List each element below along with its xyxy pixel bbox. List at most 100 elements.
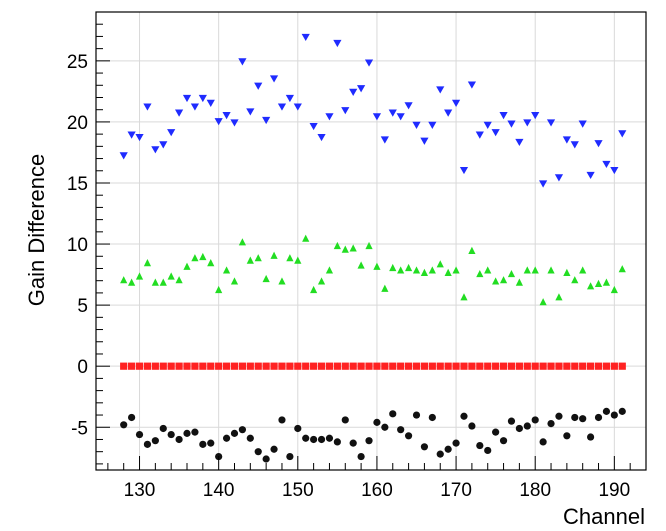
series-triangle-down — [119, 33, 627, 188]
data-point — [555, 362, 563, 370]
data-point — [175, 435, 183, 444]
data-point — [254, 362, 262, 370]
data-point — [167, 362, 175, 370]
data-point — [381, 423, 389, 431]
data-point — [365, 241, 373, 250]
data-point — [120, 276, 128, 284]
data-point — [476, 269, 484, 278]
data-point — [531, 416, 539, 424]
data-point — [175, 276, 183, 284]
grid — [96, 12, 646, 470]
data-point — [254, 448, 262, 456]
x-tick-label: 190 — [598, 480, 630, 501]
data-point — [357, 85, 366, 93]
data-point — [357, 452, 365, 461]
data-point — [555, 293, 563, 301]
data-point — [491, 129, 500, 137]
y-tick-label: 20 — [67, 113, 88, 134]
data-point — [349, 244, 357, 252]
data-point — [618, 362, 626, 370]
data-point — [333, 362, 341, 370]
data-point — [444, 268, 452, 276]
data-point — [199, 440, 207, 448]
data-point — [135, 362, 144, 370]
data-points — [119, 33, 627, 463]
data-point — [262, 455, 270, 463]
data-point — [602, 362, 611, 370]
data-point — [562, 136, 571, 144]
data-point — [388, 109, 397, 117]
data-point — [222, 362, 231, 370]
data-point — [373, 362, 381, 370]
data-point — [499, 111, 508, 120]
data-point — [436, 362, 444, 370]
series-circle — [120, 407, 626, 463]
data-point — [531, 111, 540, 120]
data-point — [618, 130, 627, 138]
data-point — [420, 137, 429, 145]
data-point — [286, 362, 294, 370]
data-point — [159, 362, 167, 370]
data-point — [317, 435, 326, 444]
data-point — [444, 445, 452, 453]
data-point — [468, 362, 476, 370]
data-point — [341, 362, 349, 370]
data-point — [238, 238, 247, 246]
data-point — [254, 254, 262, 262]
data-point — [594, 413, 603, 422]
data-point — [555, 412, 563, 420]
data-point — [207, 362, 215, 370]
data-point — [452, 439, 460, 447]
x-tick-label: 160 — [361, 480, 393, 501]
data-point — [310, 285, 318, 294]
data-point — [515, 362, 523, 370]
data-point — [341, 416, 349, 424]
data-point — [310, 435, 318, 444]
data-point — [460, 412, 468, 420]
data-point — [254, 82, 263, 90]
data-point — [333, 39, 342, 48]
data-point — [602, 160, 611, 169]
data-point — [602, 278, 611, 286]
data-point — [523, 119, 532, 127]
data-point — [357, 362, 365, 370]
y-tick-label: 15 — [67, 174, 88, 195]
data-point — [191, 428, 199, 436]
data-point — [515, 138, 524, 147]
data-point — [222, 111, 231, 120]
data-point — [206, 99, 215, 107]
data-point — [579, 362, 587, 370]
data-point — [444, 109, 453, 117]
data-point — [579, 415, 587, 423]
x-axis-title: Channel — [563, 504, 645, 529]
data-point — [341, 245, 349, 253]
data-point — [135, 272, 144, 280]
data-point — [278, 416, 286, 424]
data-point — [246, 108, 255, 116]
data-point — [151, 146, 160, 154]
data-point — [302, 434, 310, 442]
data-point — [175, 362, 183, 370]
data-point — [270, 445, 278, 453]
data-point — [594, 279, 603, 287]
data-point — [230, 277, 239, 285]
data-point — [389, 410, 397, 418]
data-point — [460, 362, 468, 370]
data-point — [349, 439, 357, 447]
data-point — [444, 362, 452, 370]
x-tick-label: 140 — [203, 480, 235, 501]
data-point — [167, 272, 175, 280]
data-point — [428, 266, 436, 274]
data-point — [452, 362, 460, 370]
data-point — [183, 262, 191, 270]
data-point — [286, 254, 294, 262]
data-point — [317, 362, 326, 370]
data-point — [436, 450, 444, 458]
data-point — [222, 266, 231, 274]
data-point — [546, 119, 556, 127]
data-point — [128, 362, 136, 370]
data-point — [420, 268, 429, 276]
data-point — [484, 446, 492, 455]
data-point — [610, 285, 618, 294]
data-point — [285, 94, 294, 103]
